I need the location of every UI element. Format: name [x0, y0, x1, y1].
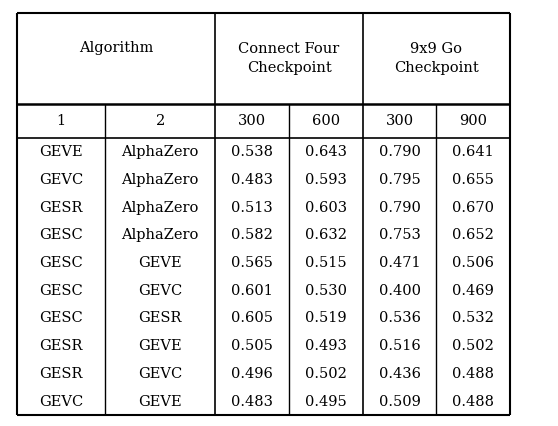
Text: 0.593: 0.593 — [305, 173, 347, 187]
Text: 0.502: 0.502 — [305, 367, 347, 381]
Text: 0.605: 0.605 — [231, 311, 273, 325]
Text: 0.565: 0.565 — [231, 256, 273, 270]
Text: 0.488: 0.488 — [452, 394, 494, 409]
Text: 0.790: 0.790 — [378, 145, 421, 159]
Text: 0.538: 0.538 — [231, 145, 273, 159]
Text: 0.753: 0.753 — [378, 228, 421, 242]
Text: GEVC: GEVC — [138, 284, 182, 298]
Text: 0.400: 0.400 — [378, 284, 421, 298]
Text: 0.582: 0.582 — [231, 228, 273, 242]
Text: GEVC: GEVC — [39, 394, 83, 409]
Text: 0.493: 0.493 — [305, 339, 347, 353]
Text: GEVE: GEVE — [138, 256, 182, 270]
Text: 0.509: 0.509 — [378, 394, 421, 409]
Text: 300: 300 — [238, 115, 266, 128]
Text: 0.655: 0.655 — [452, 173, 494, 187]
Text: GESC: GESC — [39, 284, 83, 298]
Text: 0.471: 0.471 — [379, 256, 420, 270]
Text: AlphaZero: AlphaZero — [122, 228, 199, 242]
Text: GEVE: GEVE — [138, 339, 182, 353]
Text: 0.469: 0.469 — [452, 284, 494, 298]
Text: GESR: GESR — [138, 311, 182, 325]
Text: 0.790: 0.790 — [378, 201, 421, 215]
Text: 0.652: 0.652 — [452, 228, 494, 242]
Text: AlphaZero: AlphaZero — [122, 201, 199, 215]
Text: GESR: GESR — [39, 201, 83, 215]
Text: AlphaZero: AlphaZero — [122, 173, 199, 187]
Text: 0.519: 0.519 — [305, 311, 347, 325]
Text: 0.496: 0.496 — [231, 367, 273, 381]
Text: 0.495: 0.495 — [305, 394, 347, 409]
Text: 0.670: 0.670 — [452, 201, 494, 215]
Text: 0.643: 0.643 — [305, 145, 347, 159]
Text: 0.483: 0.483 — [231, 173, 273, 187]
Text: 0.632: 0.632 — [305, 228, 347, 242]
Text: 9x9 Go
Checkpoint: 9x9 Go Checkpoint — [394, 42, 479, 75]
Text: GEVE: GEVE — [39, 145, 83, 159]
Text: GESC: GESC — [39, 311, 83, 325]
Text: Connect Four
Checkpoint: Connect Four Checkpoint — [238, 42, 340, 75]
Text: GEVE: GEVE — [138, 394, 182, 409]
Text: 0.516: 0.516 — [379, 339, 420, 353]
Text: GESC: GESC — [39, 228, 83, 242]
Text: 0.436: 0.436 — [378, 367, 421, 381]
Text: AlphaZero: AlphaZero — [122, 145, 199, 159]
Text: 1: 1 — [56, 115, 65, 128]
Text: GEVC: GEVC — [39, 173, 83, 187]
Text: 300: 300 — [386, 115, 413, 128]
Text: 0.601: 0.601 — [231, 284, 273, 298]
Text: GESR: GESR — [39, 367, 83, 381]
Text: 0.532: 0.532 — [452, 311, 494, 325]
Text: 0.502: 0.502 — [452, 339, 494, 353]
Text: 0.488: 0.488 — [452, 367, 494, 381]
Text: 600: 600 — [312, 115, 340, 128]
Text: 2: 2 — [156, 115, 165, 128]
Text: 900: 900 — [459, 115, 487, 128]
Text: 0.483: 0.483 — [231, 394, 273, 409]
Text: Algorithm: Algorithm — [79, 41, 153, 55]
Text: 0.530: 0.530 — [305, 284, 347, 298]
Text: 0.795: 0.795 — [379, 173, 420, 187]
Text: GESC: GESC — [39, 256, 83, 270]
Text: 0.641: 0.641 — [453, 145, 494, 159]
Text: 0.513: 0.513 — [232, 201, 273, 215]
Text: GEVC: GEVC — [138, 367, 182, 381]
Text: 0.505: 0.505 — [231, 339, 273, 353]
Text: 0.506: 0.506 — [452, 256, 494, 270]
Text: 0.536: 0.536 — [378, 311, 421, 325]
Text: GESR: GESR — [39, 339, 83, 353]
Text: 0.515: 0.515 — [305, 256, 347, 270]
Text: 0.603: 0.603 — [305, 201, 347, 215]
